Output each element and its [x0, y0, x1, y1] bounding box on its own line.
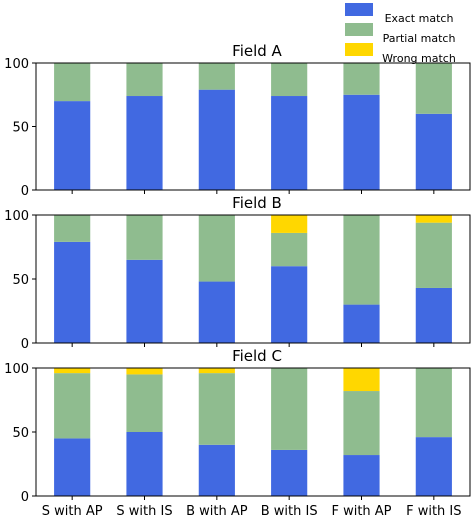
bar-exact-match-f-with-is [415, 437, 452, 496]
bar-partial-match-b-with-is [271, 368, 308, 450]
bar-partial-match-b-with-is [271, 63, 308, 97]
legend-label-wrong-match: Wrong match [382, 52, 456, 65]
x-tick-label-s-with-ap: S with AP [42, 504, 103, 517]
bar-exact-match-b-with-ap [198, 281, 235, 343]
y-tick-label: 0 [21, 490, 29, 505]
bar-wrong-match-f-with-ap [343, 368, 380, 392]
legend-swatch-partial-match [345, 23, 373, 36]
y-tick-label: 50 [12, 426, 29, 441]
bar-partial-match-b-with-ap [198, 373, 235, 445]
bar-exact-match-s-with-ap [54, 438, 91, 496]
bar-partial-match-s-with-is [126, 374, 163, 432]
bar-partial-match-s-with-is [126, 63, 163, 97]
bar-partial-match-b-with-is [271, 232, 308, 267]
bar-exact-match-f-with-ap [343, 304, 380, 343]
bar-wrong-match-b-with-ap [198, 368, 235, 374]
bar-exact-match-b-with-ap [198, 89, 235, 190]
bar-exact-match-s-with-is [126, 432, 163, 496]
bar-exact-match-b-with-is [271, 266, 308, 343]
bar-partial-match-s-with-ap [54, 215, 91, 242]
bar-exact-match-b-with-is [271, 96, 308, 190]
bar-partial-match-s-with-ap [54, 63, 91, 102]
bar-partial-match-b-with-ap [198, 63, 235, 90]
bar-wrong-match-s-with-is [126, 368, 163, 375]
bar-wrong-match-b-with-is [271, 215, 308, 233]
y-tick-label: 100 [4, 362, 29, 377]
panel-field-b: Field B 0 50 100 [4, 194, 471, 352]
bar-exact-match-f-with-ap [343, 94, 380, 190]
bar-wrong-match-s-with-ap [54, 368, 91, 374]
x-tick-label-f-with-ap: F with AP [331, 504, 391, 517]
x-tick-label-f-with-is: F with IS [406, 504, 461, 517]
bar-wrong-match-f-with-is [415, 215, 452, 223]
bar-partial-match-s-with-is [126, 215, 163, 260]
bar-partial-match-b-with-ap [198, 215, 235, 282]
y-tick-label: 100 [4, 209, 29, 224]
bar-exact-match-s-with-ap [54, 241, 91, 343]
bar-exact-match-f-with-ap [343, 455, 380, 496]
bar-partial-match-f-with-is [415, 222, 452, 288]
axes-frame [35, 214, 471, 344]
legend-label-exact-match: Exact match [385, 12, 454, 25]
bar-exact-match-s-with-ap [54, 101, 91, 190]
axes-frame [35, 62, 471, 191]
axes-frame [35, 367, 471, 497]
x-tick-label-b-with-is: B with IS [261, 504, 318, 517]
bar-exact-match-f-with-is [415, 287, 452, 343]
chart-panels: Field A 0 50 100 Field B 0 50 100 Field C 0 50 100 S… [4, 42, 471, 517]
legend-swatch-wrong-match [345, 43, 373, 56]
bar-partial-match-f-with-is [415, 368, 452, 438]
bar-partial-match-f-with-is [415, 63, 452, 114]
bar-partial-match-f-with-ap [343, 391, 380, 456]
panel-field-a: Field A 0 50 100 [4, 42, 471, 199]
bar-partial-match-f-with-ap [343, 63, 380, 95]
y-tick-label: 0 [21, 337, 29, 352]
bar-exact-match-b-with-is [271, 449, 308, 496]
bar-exact-match-b-with-ap [198, 444, 235, 496]
bar-partial-match-s-with-ap [54, 373, 91, 439]
y-tick-label: 0 [21, 184, 29, 199]
x-tick-label-b-with-ap: B with AP [186, 504, 248, 517]
panel-title: Field A [232, 42, 282, 60]
bar-partial-match-f-with-ap [343, 215, 380, 305]
bar-exact-match-s-with-is [126, 96, 163, 190]
panel-title: Field C [232, 347, 282, 365]
legend: Exact match Partial match Wrong match [345, 3, 456, 65]
x-tick-label-s-with-is: S with IS [116, 504, 172, 517]
panel-field-c: Field C 0 50 100 S with AP S with IS B with AP… [4, 347, 471, 517]
panel-title: Field B [232, 194, 282, 212]
y-tick-label: 100 [4, 57, 29, 72]
y-tick-label: 50 [12, 273, 29, 288]
legend-swatch-exact-match [345, 3, 373, 16]
y-tick-label: 50 [12, 121, 29, 136]
bar-exact-match-f-with-is [415, 113, 452, 190]
legend-label-partial-match: Partial match [383, 32, 456, 45]
bar-exact-match-s-with-is [126, 259, 163, 343]
